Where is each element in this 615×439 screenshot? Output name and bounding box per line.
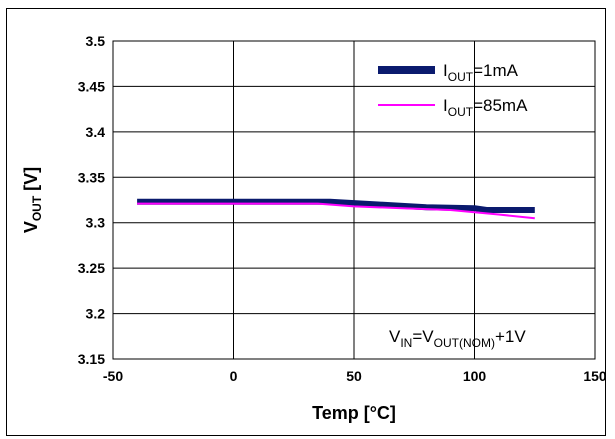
x-tick-label: 0 [230,368,238,384]
annotation-vin: VIN=VOUT(NOM)+1V [389,327,526,350]
y-tick-label: 3.15 [78,351,105,367]
legend: IOUT=1mA IOUT=85mA [378,61,528,119]
series-line-2 [137,202,535,220]
series-lines [137,198,535,220]
x-tick-label: 100 [463,368,487,384]
x-tick-label: 50 [346,368,362,384]
series-line-1 [137,198,535,213]
y-tick-label: 3.4 [86,124,106,140]
y-tick-label: 3.5 [86,33,106,49]
tick-labels: 3.15 3.2 3.25 3.3 3.35 3.4 3.45 3.5 -50 0 50 100 150 [78,33,605,384]
y-tick-label: 3.35 [78,169,105,185]
x-tick-label: 150 [583,368,605,384]
y-tick-label: 3.2 [86,306,106,322]
x-axis-label: Temp [°C] [312,403,396,423]
legend-label-2: IOUT=85mA [443,96,528,119]
y-tick-label: 3.45 [78,78,105,94]
x-tick-label: -50 [103,368,123,384]
plot-area [112,40,596,360]
legend-label-1: IOUT=1mA [443,61,519,84]
annotation-text: VIN=VOUT(NOM)+1V [389,327,526,350]
y-axis-label: VOUT [V] [21,167,44,233]
y-tick-label: 3.3 [86,215,106,231]
line-chart: 3.15 3.2 3.25 3.3 3.35 3.4 3.45 3.5 -50 0 50 100 150… [21,33,605,423]
y-tick-label: 3.25 [78,260,105,276]
chart-frame: 3.15 3.2 3.25 3.3 3.35 3.4 3.45 3.5 -50 0 50 100 150… [6,8,606,436]
